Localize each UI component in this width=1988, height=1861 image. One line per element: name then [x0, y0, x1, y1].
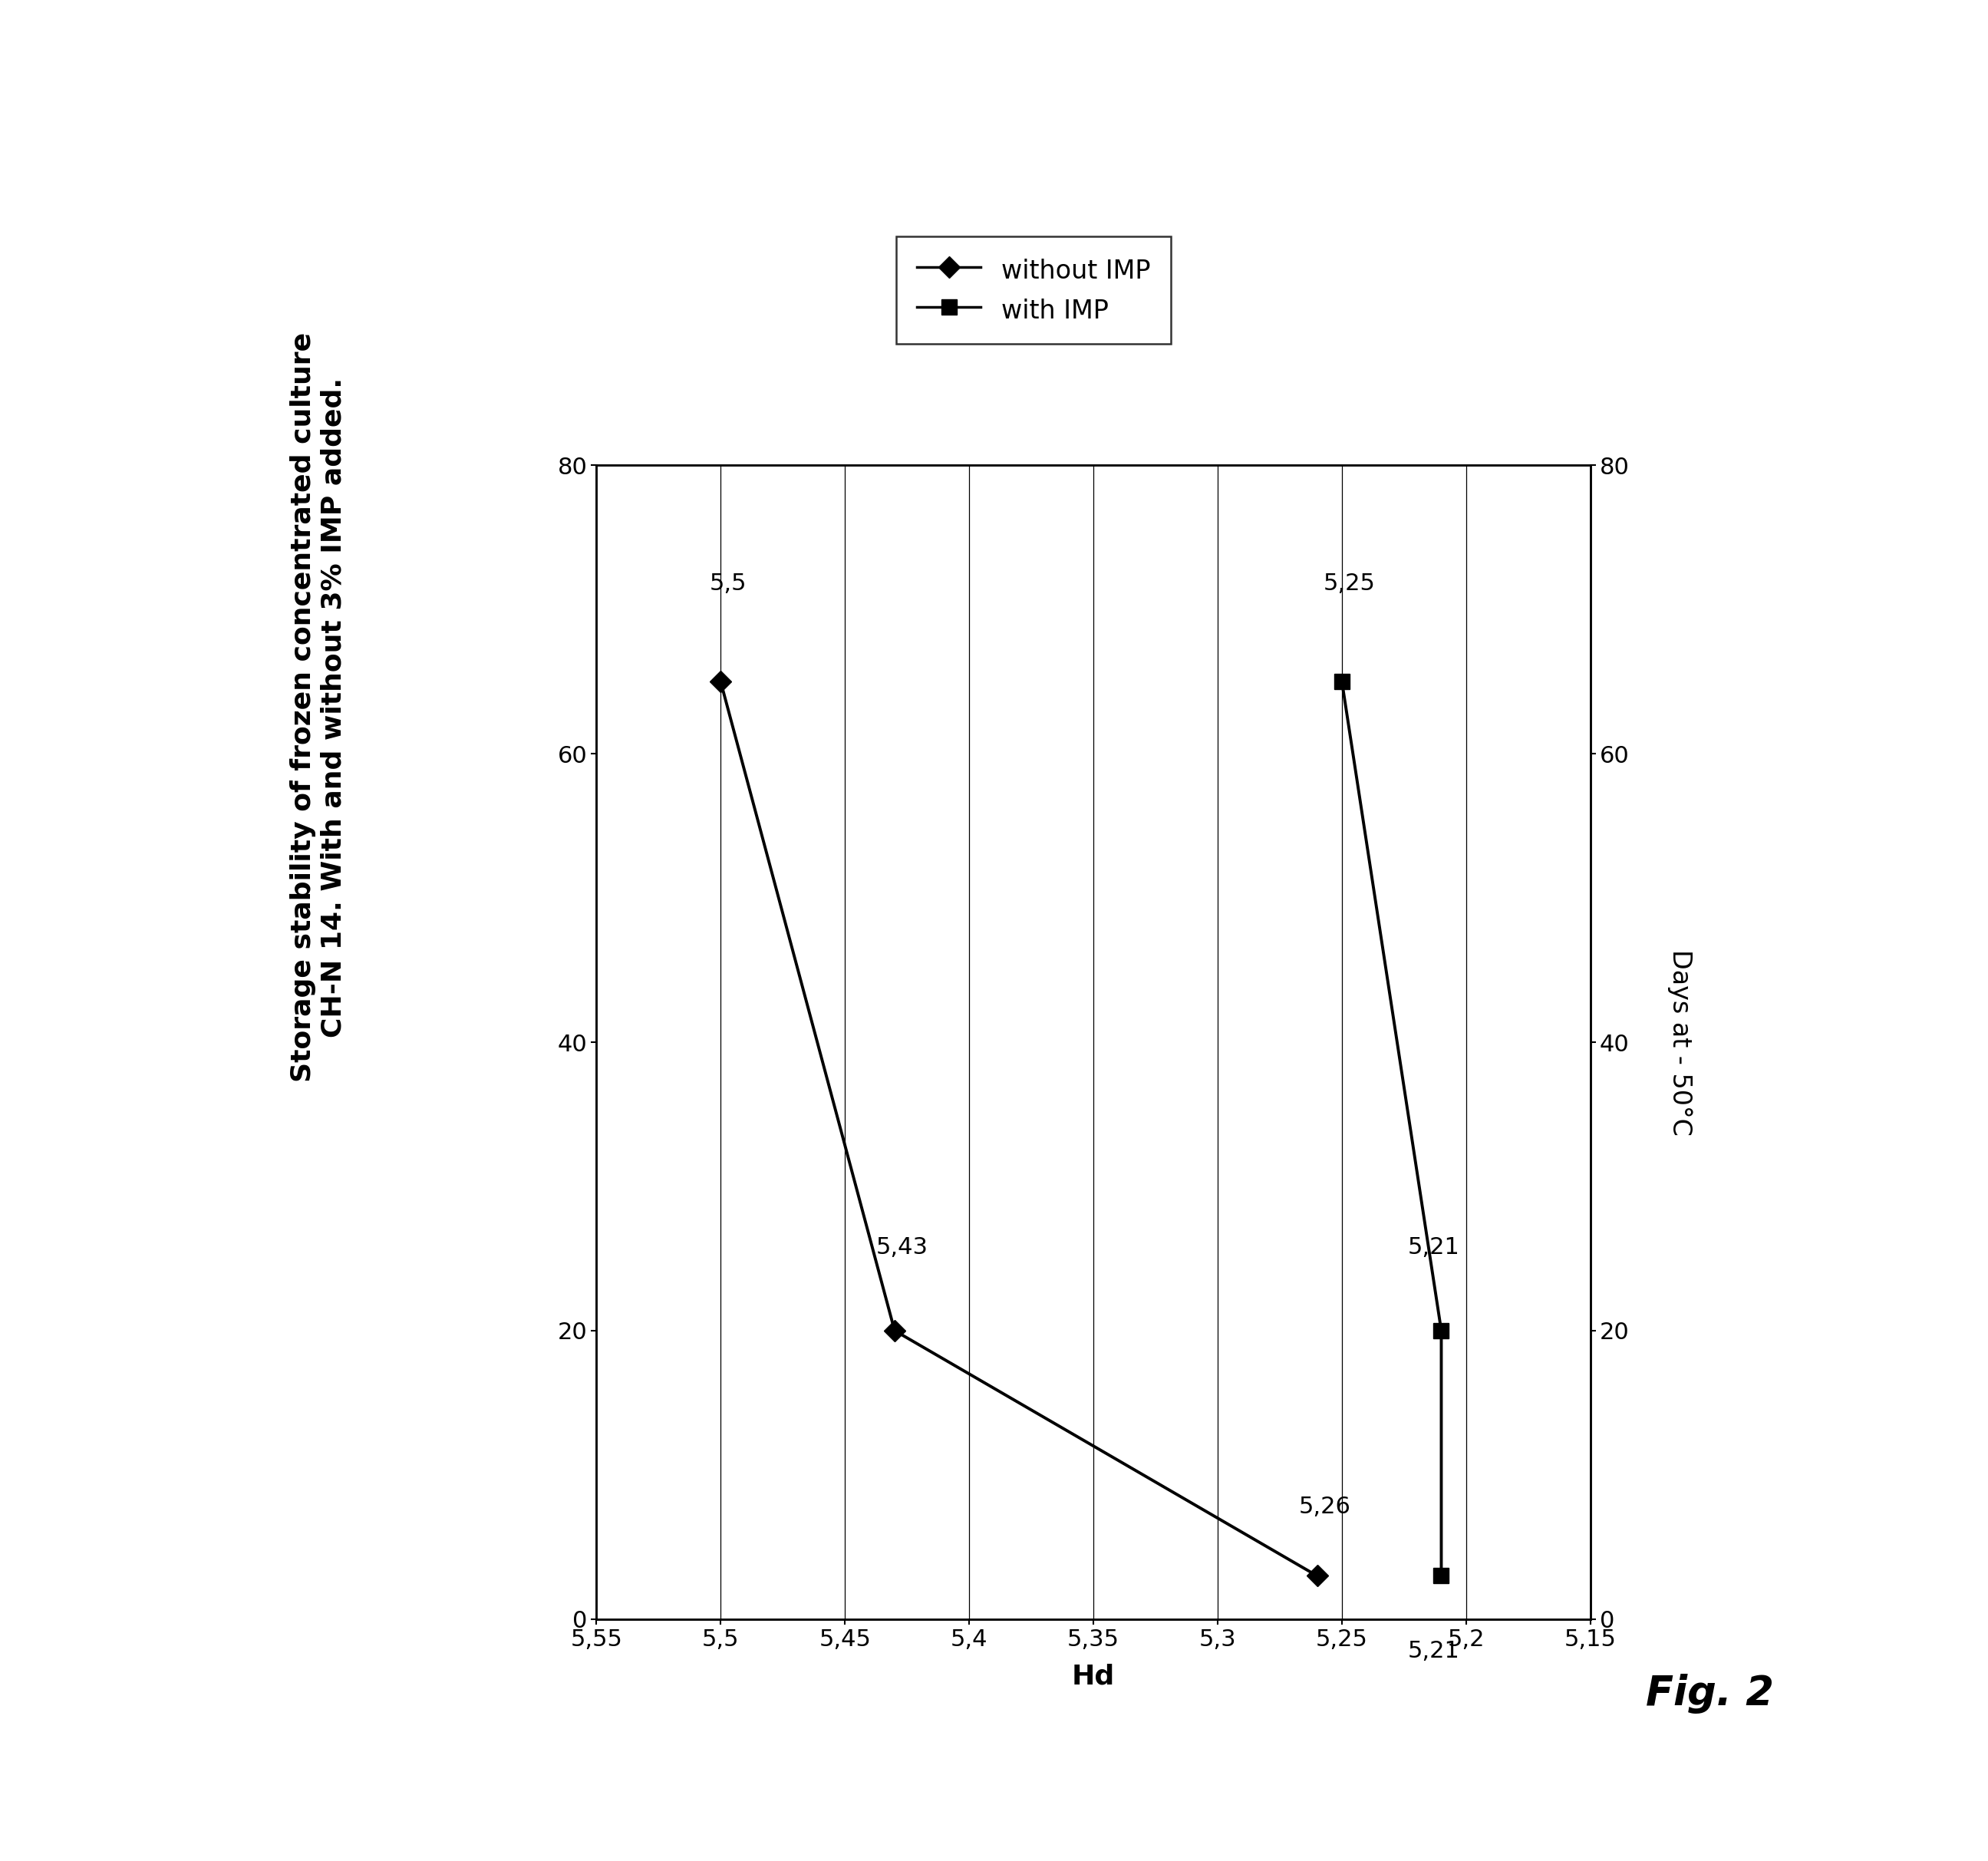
Text: 5,5: 5,5: [710, 573, 747, 596]
X-axis label: Hd: Hd: [1072, 1664, 1115, 1690]
Legend: without IMP, with IMP: without IMP, with IMP: [897, 236, 1171, 344]
Text: 5,25: 5,25: [1324, 573, 1376, 596]
Text: Storage stability of frozen concentrated culture
CH-N 14. With and without 3% IM: Storage stability of frozen concentrated…: [290, 333, 346, 1081]
Text: 5,21: 5,21: [1408, 1640, 1459, 1662]
Text: 5,26: 5,26: [1298, 1496, 1350, 1519]
Text: 5,43: 5,43: [877, 1236, 928, 1258]
Text: 5,21: 5,21: [1408, 1236, 1459, 1258]
Text: Fig. 2: Fig. 2: [1646, 1673, 1773, 1714]
Text: Days at - 50°C: Days at - 50°C: [1668, 949, 1692, 1135]
